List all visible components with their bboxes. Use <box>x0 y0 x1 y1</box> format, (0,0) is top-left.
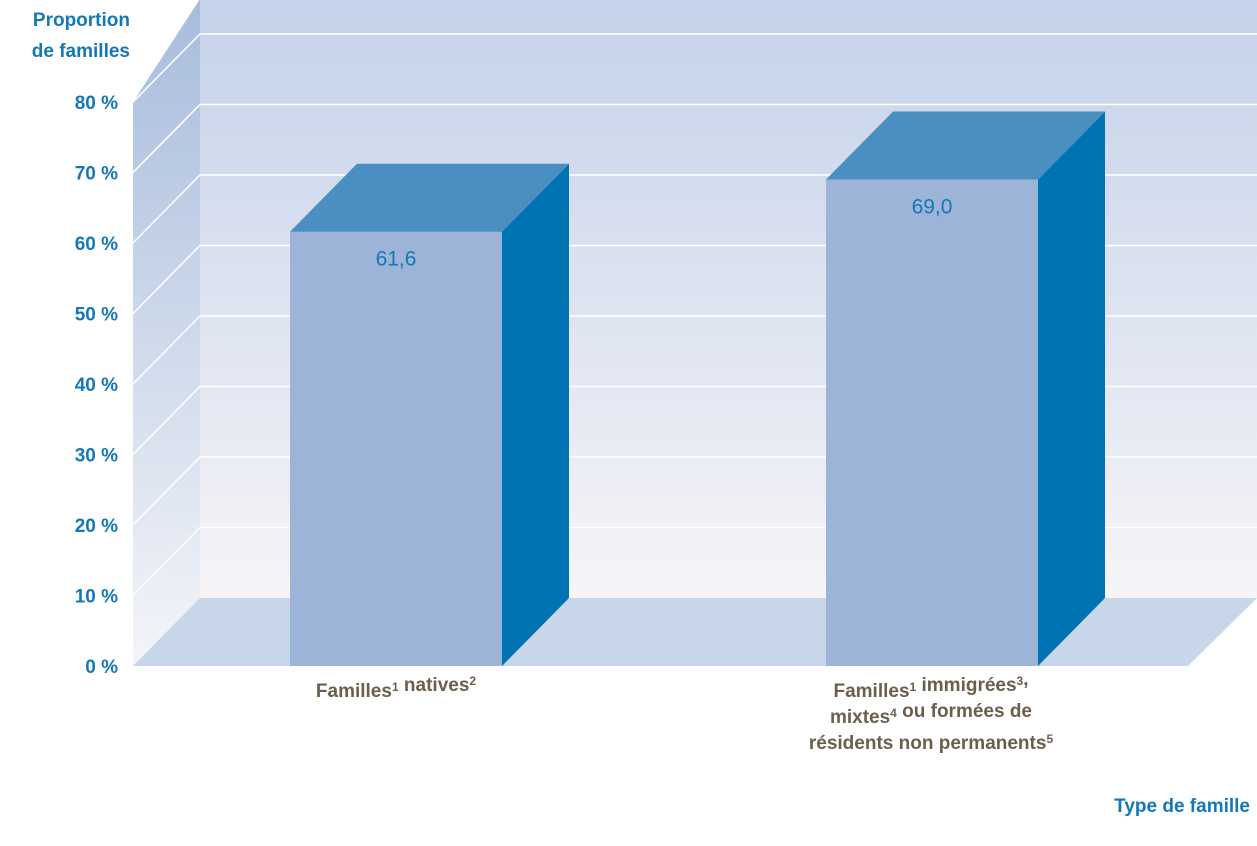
bar: 61,6 <box>290 163 569 666</box>
category-labels: Familles1 natives2 Familles1 immigrées3,m… <box>316 669 1054 754</box>
bar-top-face <box>290 163 569 232</box>
bar-front-face <box>826 179 1038 667</box>
y-tick-label: 10 % <box>75 587 118 608</box>
y-tick-label: 20 % <box>75 516 118 537</box>
category-label: Familles1 natives2 <box>316 674 477 702</box>
category-label-line: résidents non permanents5 <box>809 732 1054 754</box>
bar-side-face <box>502 163 569 666</box>
bar: 69,0 <box>826 111 1105 667</box>
y-tick-label: 0 % <box>85 657 118 678</box>
y-tick-label: 50 % <box>75 305 118 326</box>
bar-front-face <box>290 231 502 666</box>
y-axis-title-line-1: Proportion <box>33 10 130 31</box>
category-label-line: Familles1 natives2 <box>316 674 477 702</box>
x-axis-title: Type de famille <box>1114 796 1250 817</box>
bar-top-face <box>826 111 1105 180</box>
y-tick-labels: 0 % 10 % 20 % 30 % 40 % 50 % 60 % 70 % 80 % <box>75 93 118 678</box>
category-label-line: Familles1 immigrées3, <box>833 669 1028 702</box>
bars: 61,6 69,0 <box>290 111 1105 667</box>
gridline <box>132 33 1257 103</box>
data-label: 61,6 <box>376 248 417 271</box>
category-label-line: mixtes4 ou formées de <box>830 701 1032 728</box>
y-tick-label: 70 % <box>75 164 118 185</box>
y-tick-label: 40 % <box>75 375 118 396</box>
gridline <box>132 103 1257 174</box>
y-axis-title-line-2: de familles <box>32 41 130 62</box>
y-tick-label: 30 % <box>75 446 118 467</box>
left-wall <box>133 0 200 666</box>
y-tick-label: 80 % <box>75 93 118 114</box>
data-label: 69,0 <box>912 196 953 219</box>
category-label: Familles1 immigrées3,mixtes4 ou formées … <box>809 669 1054 754</box>
y-tick-label: 60 % <box>75 234 118 255</box>
bar-side-face <box>1038 111 1105 667</box>
